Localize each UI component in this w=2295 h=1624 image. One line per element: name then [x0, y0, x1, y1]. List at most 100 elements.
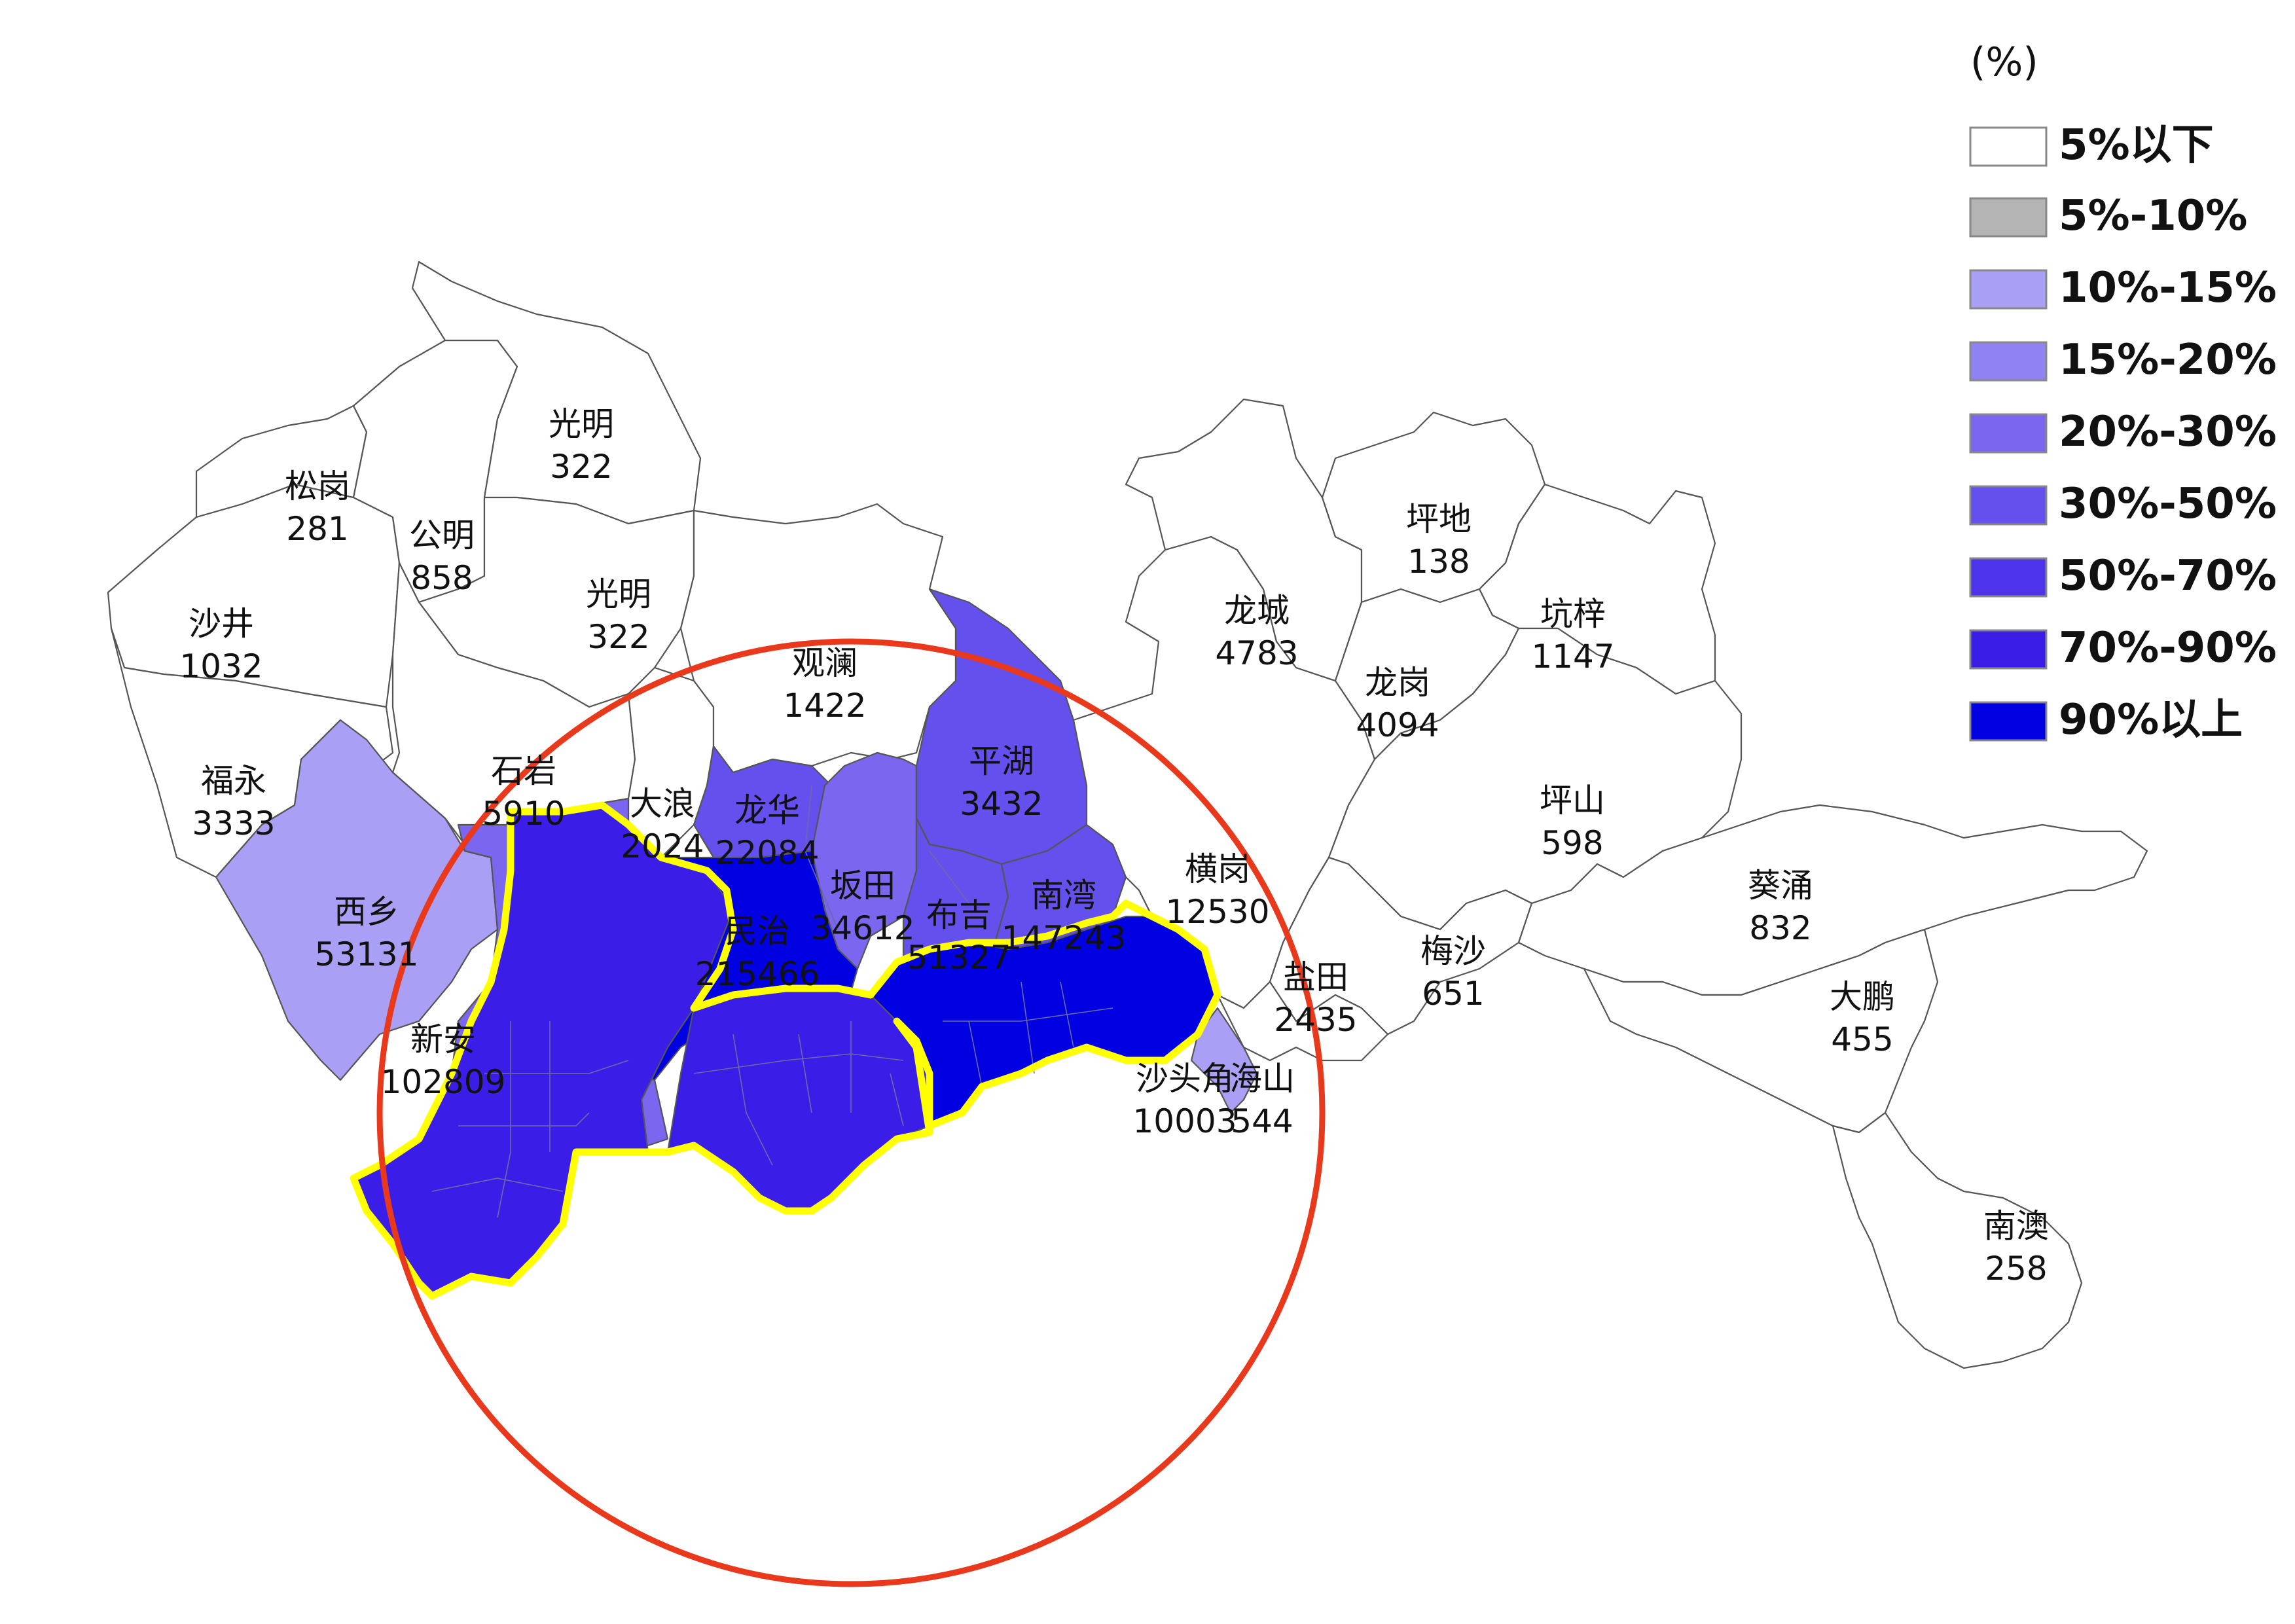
legend-item: 30%-50%	[1969, 480, 2277, 528]
district-name: 光明	[549, 405, 614, 443]
district-value: 22084	[715, 834, 819, 872]
district-dapeng	[1583, 928, 1939, 1134]
district-value: 10003	[1132, 1102, 1237, 1140]
label-dalang: 大浪 2024	[621, 785, 704, 865]
legend-swatch	[1969, 269, 2048, 310]
district-value: 858	[410, 559, 473, 597]
district-guangming-n	[411, 261, 702, 525]
label-meisha: 梅沙 651	[1420, 932, 1486, 1013]
legend-swatch	[1969, 341, 2048, 382]
legend-label: 90%以上	[2059, 696, 2243, 744]
district-name: 坑梓	[1540, 595, 1606, 633]
district-value: 2024	[621, 827, 704, 865]
district-name: 石岩	[491, 752, 556, 790]
district-value: 258	[1985, 1250, 2047, 1288]
district-name: 龙岗	[1365, 664, 1430, 702]
label-pingshan: 坪山 598	[1540, 782, 1605, 862]
district-value: 102809	[381, 1063, 506, 1101]
legend-label: 5%-10%	[2059, 192, 2247, 240]
district-name: 沙头角	[1136, 1060, 1234, 1098]
legend: (%) 5%以下 5%-10% 10%-15% 15%-20% 20%-30% …	[1969, 39, 2277, 744]
district-value: 34612	[810, 909, 914, 947]
legend-swatch	[1969, 629, 2048, 670]
district-yantian	[1216, 981, 1389, 1062]
district-name: 大鹏	[1830, 978, 1895, 1016]
label-xinan: 新安 102809	[381, 1020, 506, 1101]
label-guanlan: 观澜 1422	[783, 644, 866, 725]
legend-item: 50%-70%	[1969, 552, 2277, 600]
label-pinghu: 平湖 3432	[960, 742, 1043, 823]
label-shatoujiao: 沙头角 10003	[1132, 1060, 1237, 1140]
district-guanlan	[679, 503, 957, 774]
legend-item: 15%-20%	[1969, 336, 2277, 384]
legend-swatch	[1969, 126, 2048, 167]
label-haishan: 海山 544	[1229, 1060, 1295, 1140]
district-name: 横岗	[1185, 850, 1250, 888]
district-value: 1422	[783, 687, 866, 725]
district-value: 832	[1749, 909, 1811, 947]
legend-item: 5%以下	[1969, 121, 2214, 170]
district-name: 葵涌	[1748, 867, 1813, 905]
district-name: 坂田	[830, 867, 895, 905]
district-nanao	[1832, 1111, 2083, 1369]
label-gongming: 公明 858	[409, 516, 475, 597]
core-area-outline	[350, 801, 1221, 1300]
legend-swatch	[1969, 197, 2048, 238]
legend-item: 10%-15%	[1969, 264, 2277, 312]
label-longhua: 龙华 22084	[715, 791, 819, 872]
district-value: 138	[1407, 543, 1470, 581]
district-value: 3432	[960, 785, 1043, 823]
district-name: 南澳	[1983, 1207, 2049, 1245]
district-value: 51327	[907, 939, 1011, 977]
district-name: 梅沙	[1420, 932, 1486, 970]
district-value: 544	[1231, 1102, 1293, 1140]
label-guangming-n: 光明 322	[549, 405, 614, 486]
label-henggang: 横岗 12530	[1165, 850, 1269, 931]
label-dapeng: 大鹏 455	[1830, 978, 1895, 1058]
legend-swatch	[1969, 557, 2048, 598]
district-value: 147243	[1002, 919, 1127, 957]
district-value: 281	[286, 510, 348, 548]
subdivision-lines	[431, 785, 1113, 1218]
district-value: 12530	[1165, 893, 1269, 931]
label-guangming-s: 光明 322	[586, 575, 651, 656]
district-name: 沙井	[189, 605, 254, 643]
district-name: 布吉	[926, 896, 992, 934]
district-name: 民治	[725, 912, 790, 950]
legend-swatch	[1969, 485, 2048, 526]
district-value: 53131	[314, 935, 418, 973]
district-haishan	[1190, 1007, 1258, 1114]
analysis-radius-circle	[376, 638, 1326, 1587]
label-shajing: 沙井 1032	[179, 605, 262, 685]
district-value: 1147	[1531, 638, 1614, 676]
district-value: 1032	[179, 647, 262, 685]
legend-unit: (%)	[1970, 39, 2038, 85]
district-name: 南湾	[1031, 876, 1096, 914]
district-name: 福永	[201, 762, 266, 800]
district-value: 598	[1541, 824, 1603, 862]
district-name: 大浪	[630, 785, 695, 823]
district-name: 西乡	[334, 893, 399, 931]
legend-item: 5%-10%	[1969, 192, 2247, 240]
label-xixiang: 西乡 53131	[314, 893, 418, 973]
label-shiyan: 石岩 5910	[482, 752, 565, 833]
label-longgang: 龙岗 4094	[1356, 664, 1439, 744]
district-value: 651	[1422, 975, 1484, 1013]
legend-label: 70%-90%	[2059, 624, 2277, 672]
district-name: 龙华	[734, 791, 800, 829]
district-core-middle	[666, 987, 931, 1212]
district-value: 2435	[1274, 1001, 1357, 1039]
legend-label: 10%-15%	[2059, 264, 2277, 312]
district-value: 5910	[482, 795, 565, 833]
district-name: 松岗	[285, 467, 350, 505]
legend-label: 30%-50%	[2059, 480, 2277, 528]
district-value: 4783	[1215, 634, 1298, 672]
district-name: 龙城	[1224, 592, 1290, 630]
label-buji: 布吉 51327	[907, 896, 1011, 977]
district-name: 盐田	[1283, 958, 1348, 996]
district-name: 坪山	[1540, 782, 1605, 820]
label-fuyong: 福永 3333	[192, 762, 275, 842]
label-yantian: 盐田 2435	[1274, 958, 1357, 1039]
label-longcheng: 龙城 4783	[1215, 592, 1298, 672]
